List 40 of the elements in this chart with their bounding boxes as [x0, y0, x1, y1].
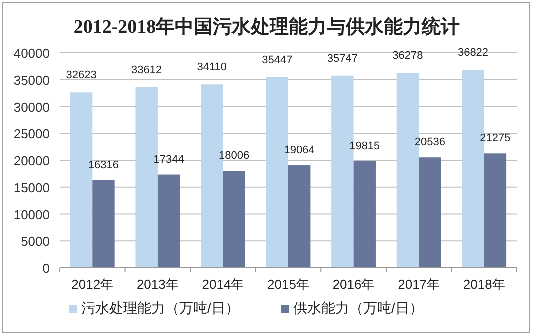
data-label: 16316: [88, 159, 120, 172]
data-label: 17344: [154, 154, 184, 166]
bar: [223, 171, 246, 268]
x-tick-label: 2016年: [332, 277, 375, 292]
x-tick-label: 2018年: [463, 277, 506, 292]
data-label: 33612: [132, 64, 162, 76]
y-tick-label: 40000: [14, 46, 50, 61]
bar: [92, 180, 115, 268]
data-label: 18006: [219, 150, 250, 162]
data-label: 19064: [284, 144, 315, 157]
y-tick-label: 0: [42, 261, 50, 276]
chart-title: 2012-2018年中国污水处理能力与供水能力统计: [74, 16, 460, 38]
bar: [484, 154, 507, 268]
y-tick-label: 15000: [14, 180, 50, 196]
data-label: 21275: [480, 132, 511, 145]
y-tick-label: 10000: [14, 207, 50, 222]
y-tick-label: 25000: [14, 126, 50, 142]
data-label: 35447: [262, 54, 293, 66]
data-label: 36278: [392, 50, 424, 62]
x-tick-label: 2014年: [202, 277, 244, 292]
x-tick-label: 2012年: [72, 277, 114, 292]
bar: [419, 158, 442, 268]
data-label: 34110: [197, 62, 228, 74]
y-tick-label: 35000: [14, 72, 50, 88]
data-label: 35747: [327, 52, 358, 65]
bar: [158, 174, 180, 268]
y-tick-label: 20000: [14, 154, 50, 168]
x-tick-label: 2015年: [268, 277, 310, 292]
legend-label: 污水处理能力（万吨/日）: [82, 300, 240, 316]
data-label: 20536: [414, 136, 446, 149]
bar: [288, 166, 311, 268]
x-tick-label: 2013年: [136, 277, 179, 292]
data-label: 19815: [350, 140, 380, 152]
data-label: 32623: [66, 70, 97, 82]
data-label: 36822: [458, 47, 489, 60]
x-tick-label: 2017年: [398, 277, 440, 292]
legend-label: 供水能力（万吨/日）: [294, 300, 424, 316]
bar: [354, 161, 376, 268]
y-tick-label: 30000: [14, 100, 50, 115]
y-tick-label: 5000: [21, 234, 50, 250]
